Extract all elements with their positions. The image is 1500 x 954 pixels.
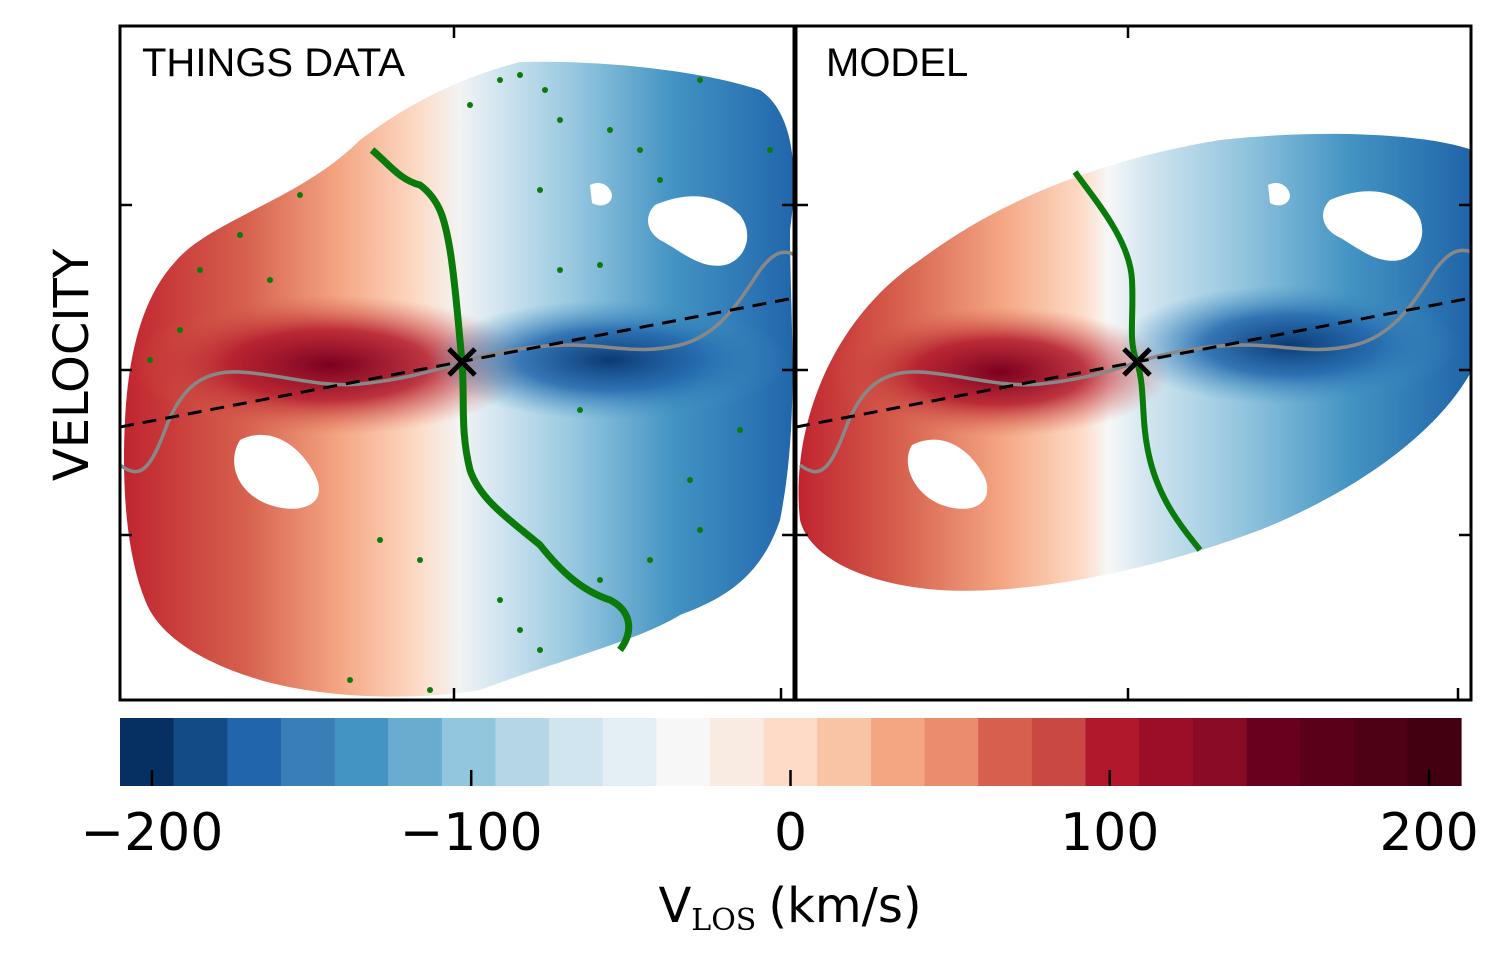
colorbar-bin	[602, 718, 657, 786]
panel-frame-right	[794, 24, 1473, 702]
data-hole	[648, 196, 748, 266]
colorbar-bin	[1139, 718, 1194, 786]
center-marker	[447, 347, 477, 377]
colorbar-ticks: −200 −100 0 100 200	[81, 770, 1479, 863]
colorbar-bin	[817, 718, 872, 786]
blue-core	[430, 300, 790, 420]
colorbar-bin	[388, 718, 443, 786]
panel-label-things: THINGS DATA	[142, 41, 405, 85]
colorbar-bin	[656, 718, 711, 786]
colorbar-bin	[1353, 718, 1408, 786]
colorbar-bin	[1407, 718, 1462, 786]
colorbar-bin	[227, 718, 282, 786]
colorbar-bin	[1085, 718, 1140, 786]
model-center-marker	[1122, 347, 1152, 377]
green-scatter	[147, 72, 773, 693]
red-core	[130, 295, 530, 435]
colorbar-bin	[1031, 718, 1087, 786]
y-axis-label: VELOCITY	[44, 248, 100, 481]
panel-ticks	[120, 26, 1471, 700]
colorbar-bin	[1300, 718, 1355, 786]
colorbar-tick-label: 100	[1060, 803, 1159, 863]
colorbar-bin	[549, 718, 604, 786]
colorbar-bin	[1192, 718, 1248, 786]
kinematic-minor-axis	[369, 147, 633, 653]
colorbar-label-sub: LOS	[691, 903, 756, 938]
colorbar-tick-label: 0	[774, 803, 807, 863]
panel-label-model: MODEL	[826, 41, 968, 85]
data-hole	[1268, 183, 1290, 206]
data-hole	[590, 183, 612, 206]
colorbar-label-units: (km/s)	[768, 878, 921, 934]
colorbar-bin	[441, 718, 497, 786]
colorbar-bin	[334, 718, 389, 786]
colorbar-bin	[710, 718, 765, 786]
data-hole	[234, 434, 319, 509]
colorbar-bin	[495, 718, 550, 786]
colorbar-bin	[120, 718, 175, 786]
model-red-core	[830, 307, 1170, 437]
colorbar-tick-label: −100	[400, 803, 543, 863]
model-blue-core	[1120, 285, 1460, 405]
colorbar-tick-label: −200	[81, 803, 224, 863]
panel-frame-left	[118, 24, 796, 702]
colorbar-bin	[173, 718, 228, 786]
data-hole	[1323, 191, 1423, 261]
colorbar-bin	[978, 718, 1033, 786]
colorbar-label-main: V	[658, 878, 691, 934]
colorbar-bin	[924, 718, 979, 786]
colorbar-bin	[280, 718, 336, 786]
colorbar	[120, 718, 1462, 786]
data-hole	[907, 439, 988, 509]
colorbar-label: VLOS (km/s)	[658, 878, 921, 938]
colorbar-tick-label: 200	[1379, 803, 1478, 863]
panel-model	[796, 133, 1471, 591]
panel-things-data	[120, 61, 794, 697]
colorbar-bin	[1246, 718, 1301, 786]
colorbar-bin	[870, 718, 926, 786]
